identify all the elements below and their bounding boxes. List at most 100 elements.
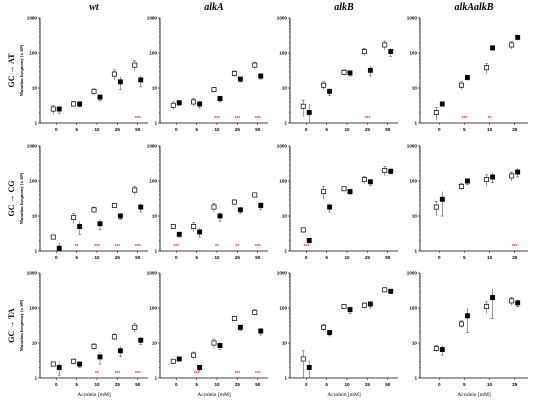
- open-marker: [191, 352, 197, 358]
- y-tick-label: 1000: [277, 16, 288, 21]
- y-tick-label: 10: [282, 341, 288, 346]
- x-tick-label: 5: [75, 255, 78, 260]
- filled-marker: [388, 288, 394, 294]
- significance-label: ***: [364, 116, 370, 122]
- x-tick-label: 5: [463, 382, 466, 387]
- filled-marker: [327, 88, 333, 94]
- significance-label: ***: [234, 371, 240, 377]
- y-tick-label: 10: [152, 214, 158, 219]
- open-marker: [50, 106, 56, 112]
- y-axis-label: Mutation frequency [x 10⁸]: [19, 44, 24, 96]
- open-marker: [231, 199, 237, 205]
- y-tick-label: 1000: [277, 271, 288, 276]
- open-marker: [111, 334, 117, 340]
- y-tick-label: 1000: [147, 144, 158, 149]
- y-tick-label: 1: [34, 121, 37, 126]
- y-tick-label: 1000: [27, 271, 38, 276]
- x-tick-label: 0: [305, 127, 308, 132]
- open-marker: [484, 177, 490, 183]
- filled-marker: [97, 354, 103, 360]
- filled-marker: [176, 100, 182, 106]
- x-tick-label: 0: [55, 255, 58, 260]
- x-tick-label: 10: [94, 127, 100, 132]
- y-tick-label: 10: [152, 86, 158, 91]
- y-axis-label: Mutation frequency [x 10⁸]: [19, 172, 24, 224]
- y-tick-label: 1000: [27, 144, 38, 149]
- y-tick-label: 1000: [27, 16, 38, 21]
- open-marker: [321, 82, 327, 88]
- filled-marker: [217, 343, 223, 348]
- open-marker: [252, 192, 258, 198]
- x-tick-label: 50: [135, 255, 141, 260]
- x-tick-label: 0: [175, 255, 178, 260]
- open-marker: [170, 358, 176, 364]
- x-tick-label: 10: [214, 127, 220, 132]
- x-tick-label: 50: [255, 382, 261, 387]
- x-tick-label: 5: [325, 382, 328, 387]
- y-tick-label: 10: [282, 86, 288, 91]
- x-tick-label: 10: [214, 382, 220, 387]
- open-marker: [91, 88, 97, 94]
- open-marker: [509, 173, 515, 179]
- filled-marker: [56, 365, 62, 370]
- significance-label: **: [215, 244, 219, 250]
- open-marker: [361, 49, 367, 55]
- open-marker: [71, 101, 77, 107]
- filled-marker: [347, 189, 353, 194]
- x-tick-label: 25: [512, 255, 518, 260]
- open-marker: [132, 62, 138, 68]
- filled-marker: [77, 361, 83, 367]
- filled-marker: [258, 73, 264, 79]
- significance-label: ***: [135, 116, 141, 122]
- y-tick-label: 100: [149, 306, 157, 311]
- x-tick-label: 50: [385, 127, 391, 132]
- y-tick-label: 100: [409, 179, 417, 184]
- y-tick-label: 10: [412, 86, 418, 91]
- x-tick-label: 25: [235, 255, 241, 260]
- significance-label: ***: [512, 244, 518, 250]
- y-tick-label: 10: [412, 214, 418, 219]
- significance-label: ***: [135, 244, 141, 250]
- x-tick-label: 0: [175, 382, 178, 387]
- open-marker: [211, 87, 217, 93]
- open-marker: [231, 316, 237, 321]
- filled-marker: [306, 365, 312, 370]
- row-label: GC → AT: [7, 53, 16, 88]
- open-marker: [170, 224, 176, 229]
- y-tick-label: 10: [152, 341, 158, 346]
- filled-marker: [490, 174, 496, 180]
- filled-marker: [176, 231, 182, 237]
- significance-label: ***: [255, 116, 261, 122]
- filled-marker: [515, 169, 521, 175]
- open-marker: [361, 302, 367, 308]
- x-tick-label: 50: [255, 255, 261, 260]
- x-tick-label: 0: [175, 127, 178, 132]
- filled-marker: [237, 324, 243, 330]
- filled-marker: [464, 178, 470, 184]
- x-tick-label: 25: [115, 382, 121, 387]
- open-marker: [191, 224, 197, 229]
- x-tick-label: 5: [75, 382, 78, 387]
- filled-marker: [217, 96, 223, 101]
- filled-marker: [490, 45, 496, 51]
- column-title: alkB: [334, 2, 354, 13]
- x-tick-label: 10: [487, 127, 493, 132]
- x-tick-label: 5: [463, 255, 466, 260]
- x-axis-label: Acrolein [mM]: [327, 392, 361, 398]
- filled-marker: [237, 76, 243, 82]
- filled-marker: [490, 295, 496, 300]
- y-tick-label: 10: [32, 341, 38, 346]
- x-tick-label: 25: [365, 255, 371, 260]
- row-label: GC → TA: [7, 308, 16, 343]
- x-tick-label: 0: [438, 382, 441, 387]
- x-tick-label: 25: [115, 127, 121, 132]
- y-tick-label: 1000: [407, 144, 418, 149]
- x-tick-label: 10: [94, 255, 100, 260]
- open-marker: [433, 204, 439, 210]
- filled-marker: [367, 179, 373, 185]
- x-tick-label: 25: [235, 382, 241, 387]
- x-tick-label: 5: [195, 127, 198, 132]
- filled-marker: [464, 313, 470, 319]
- y-tick-label: 1000: [277, 144, 288, 149]
- y-tick-label: 10: [32, 86, 38, 91]
